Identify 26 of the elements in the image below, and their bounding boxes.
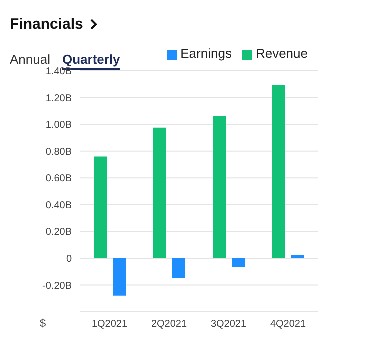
y-tick-label: 0.40B: [46, 200, 72, 212]
y-tick-label: 0.20B: [46, 227, 72, 238]
y-tick-label: 0.60B: [46, 174, 72, 185]
bar: [272, 85, 286, 258]
x-tick-label: 4Q2021: [270, 319, 306, 330]
x-tick-label: 1Q2021: [92, 319, 128, 330]
legend-label: Earnings: [180, 46, 232, 61]
bar: [172, 258, 186, 279]
x-axis-title: $: [40, 318, 46, 330]
y-tick-label: 1.20B: [46, 93, 72, 104]
bar: [213, 116, 226, 258]
y-tick-label: 0: [66, 254, 72, 265]
text: Quarterly: [62, 52, 120, 70]
x-tick-label: 2Q2021: [151, 319, 188, 330]
text: Annual: [10, 52, 50, 68]
y-tick-label: 0.80B: [46, 146, 72, 158]
y-tick-label: -0.20B: [42, 280, 72, 292]
x-tick-label: 3Q2021: [210, 319, 247, 330]
bar: [232, 258, 245, 268]
legend-label: Revenue: [256, 46, 308, 61]
bar: [94, 156, 107, 258]
chart-title: Financials: [10, 16, 84, 33]
y-tick-label: 1.00B: [46, 120, 72, 132]
bar: [113, 258, 126, 296]
bar: [154, 128, 166, 258]
bar: [292, 255, 304, 258]
